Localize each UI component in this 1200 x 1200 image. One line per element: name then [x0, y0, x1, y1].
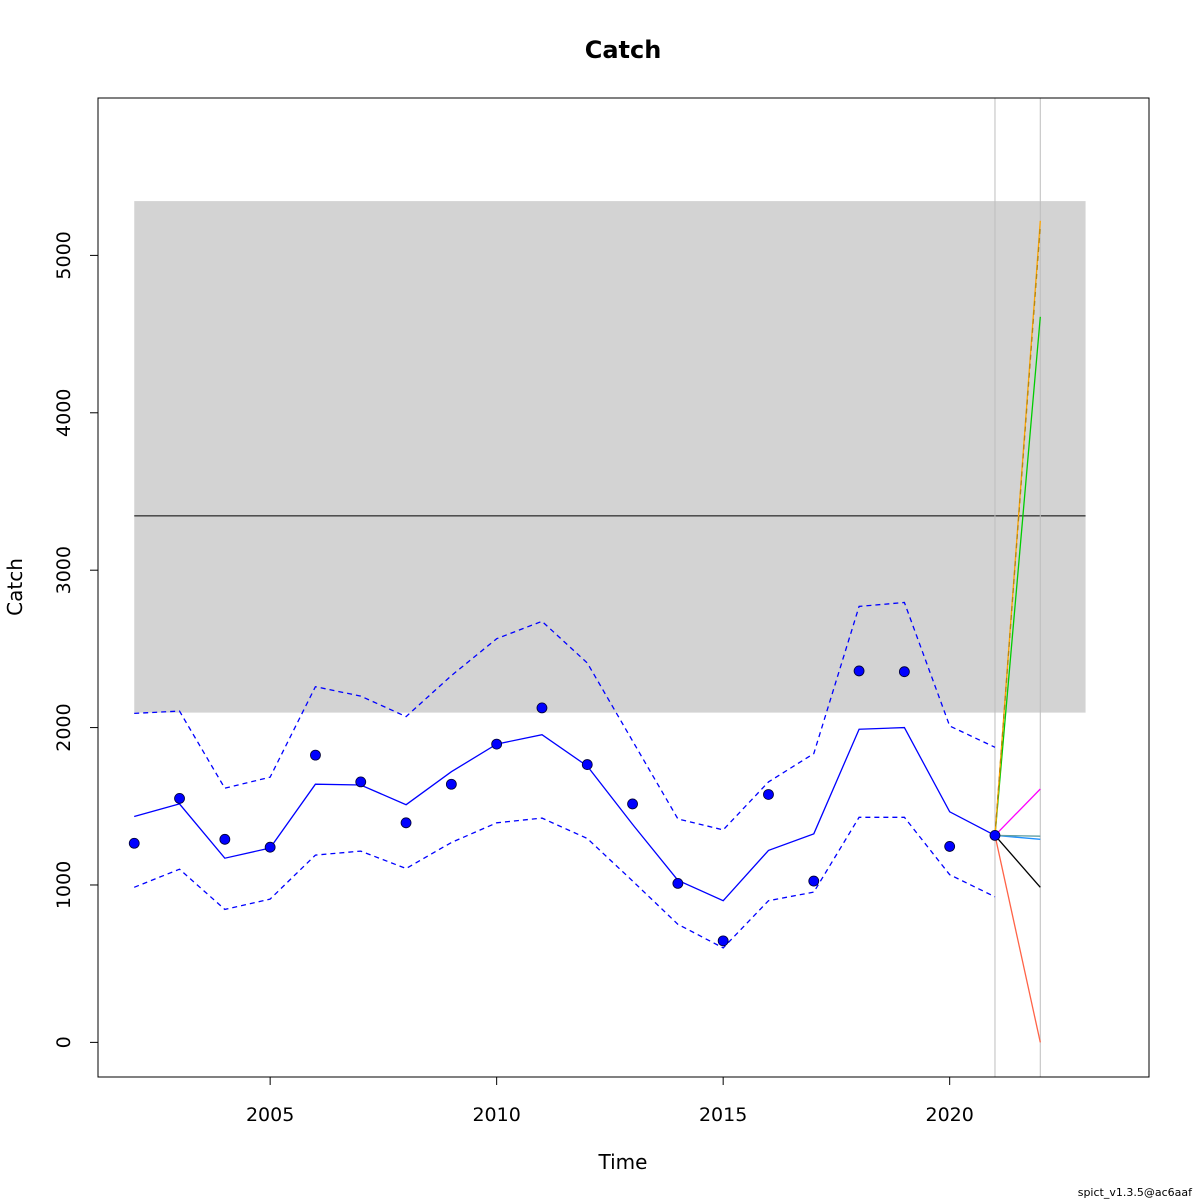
series-line-9 — [994, 316, 1041, 836]
x-tick-label-2010: 2010 — [472, 1104, 520, 1126]
data-point-2018 — [853, 665, 865, 677]
series-line-5 — [994, 834, 1041, 888]
series-line-7 — [994, 834, 1041, 837]
data-point-2004 — [219, 833, 231, 845]
y-axis: 0 1000 2000 3000 4000 5000 — [53, 231, 99, 1048]
x-tick-label-2015: 2015 — [699, 1104, 747, 1126]
reference-lines-layer — [134, 98, 1086, 1077]
points-layer — [128, 665, 1001, 947]
series-layer — [133, 220, 1041, 1043]
data-point-2010 — [491, 738, 503, 750]
y-tick-label-1000: 1000 — [53, 861, 75, 909]
data-point-2007 — [355, 776, 367, 788]
series-line-4 — [994, 835, 1041, 1043]
y-tick-label-0: 0 — [53, 1036, 75, 1048]
data-point-2016 — [763, 789, 774, 800]
data-point-2009 — [445, 778, 457, 790]
chart-title: Catch — [585, 36, 662, 64]
data-point-2015 — [717, 935, 729, 947]
data-point-2017 — [808, 875, 820, 887]
y-tick-label-3000: 3000 — [53, 546, 75, 594]
data-point-2019 — [898, 666, 910, 678]
series-line-8 — [994, 788, 1041, 836]
series-line-3 — [133, 816, 996, 949]
y-tick-label-4000: 4000 — [53, 389, 75, 437]
data-point-2014 — [672, 878, 684, 889]
x-tick-label-2020: 2020 — [925, 1104, 973, 1126]
x-tick-label-2005: 2005 — [246, 1104, 294, 1126]
reference-band — [134, 201, 1086, 713]
y-tick-label-5000: 5000 — [53, 231, 75, 279]
series-line-11 — [994, 226, 1041, 836]
y-axis-label: Catch — [3, 558, 27, 616]
data-point-2021 — [989, 829, 1001, 841]
data-point-2012 — [581, 759, 593, 770]
series-line-2 — [134, 601, 996, 831]
data-point-2020 — [944, 841, 956, 852]
y-tick-label-2000: 2000 — [53, 703, 75, 751]
series-line-1 — [134, 726, 996, 902]
x-axis-label: Time — [598, 1150, 648, 1174]
data-point-2011 — [536, 702, 548, 714]
footer-version: spict_v1.3.5@ac6aaf — [1078, 1186, 1193, 1199]
x-axis: 2005 2010 2015 2020 — [246, 1076, 974, 1126]
data-point-2003 — [174, 793, 185, 804]
data-point-2013 — [627, 798, 638, 810]
data-point-2006 — [310, 749, 321, 761]
data-point-2002 — [128, 837, 140, 849]
reference-band-layer — [134, 201, 1086, 713]
data-point-2008 — [400, 817, 412, 829]
data-point-2005 — [264, 841, 276, 853]
